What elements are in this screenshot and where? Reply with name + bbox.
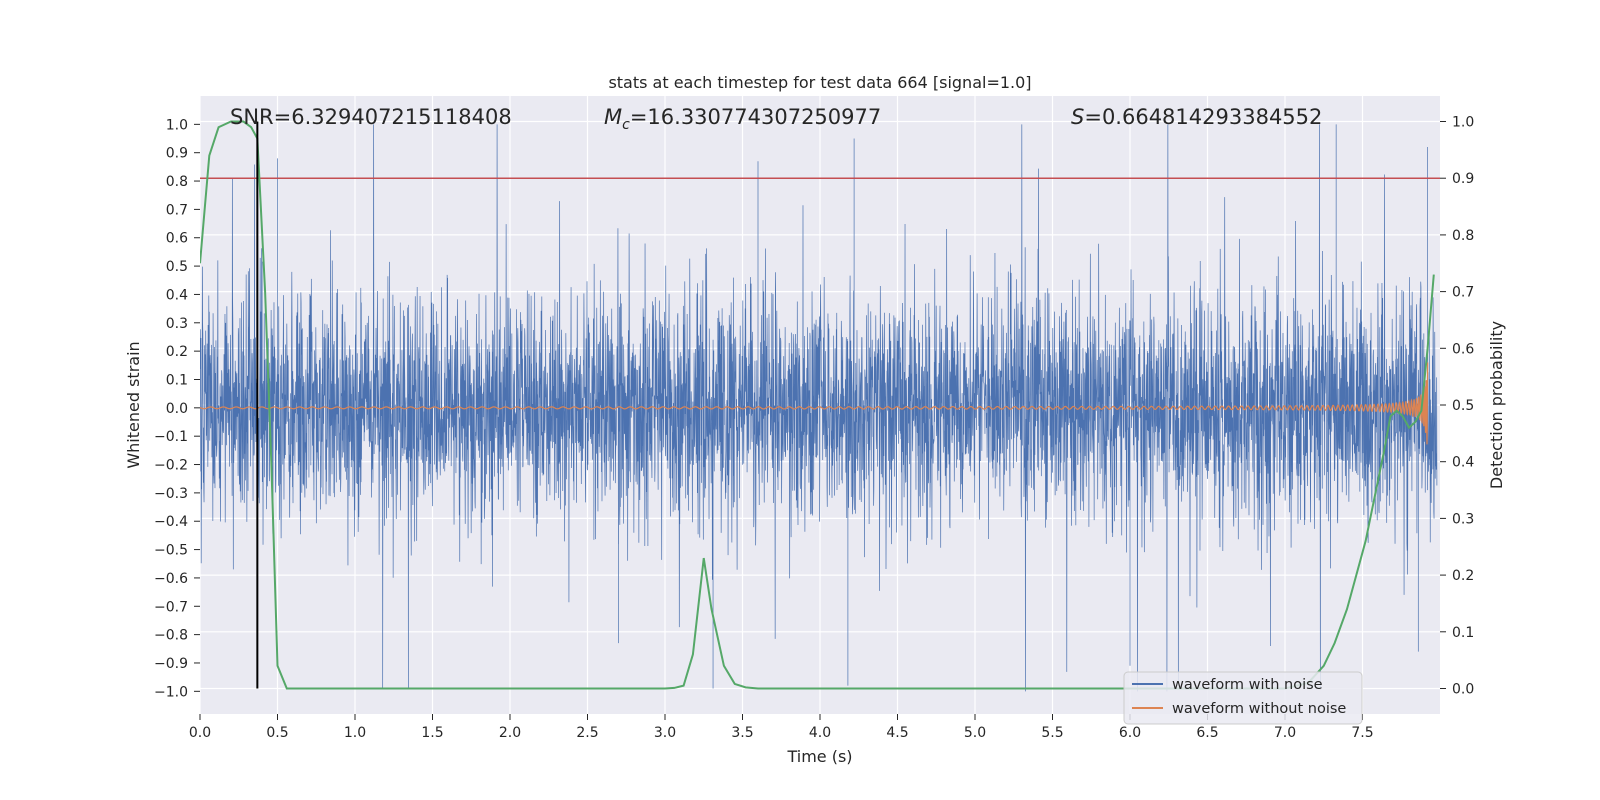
y2-tick-label: 0.4: [1452, 455, 1474, 471]
y2-axis-label: Detection probability: [1487, 321, 1506, 489]
annotation-snr: SNR=6.329407215118408: [230, 105, 512, 129]
x-axis-ticks: 0.0 0.5 1.0 1.5 2.0 2.5 3.0 3.5 4.0 4.5 5.0 5.5 6.0 6…: [189, 714, 1374, 741]
y-tick-label: 0.7: [166, 202, 188, 218]
y2-tick-label: 0.6: [1452, 341, 1474, 357]
legend-label-noise: waveform with noise: [1172, 677, 1323, 693]
y-tick-label: 0.9: [166, 146, 188, 162]
x-tick-label: 4.5: [886, 725, 908, 741]
chirp-mass-value: =16.330774307250977: [630, 105, 881, 129]
y2-tick-label: 0.9: [1452, 171, 1474, 187]
y2-tick-label: 1.0: [1452, 115, 1474, 131]
x-tick-label: 7.5: [1351, 725, 1373, 741]
y-tick-label: −1.0: [154, 684, 188, 700]
y-tick-label: 0.1: [166, 372, 188, 388]
x-tick-label: 1.5: [421, 725, 443, 741]
x-tick-label: 4.0: [809, 725, 831, 741]
x-tick-label: 3.0: [654, 725, 676, 741]
x-tick-label: 2.0: [499, 725, 521, 741]
y-tick-label: 0.4: [166, 287, 188, 303]
series-waveform-with-noise: [200, 124, 1438, 692]
y-tick-label: −0.4: [154, 514, 188, 530]
y2-tick-label: 0.7: [1452, 285, 1474, 301]
y2-tick-label: 0.3: [1452, 511, 1474, 527]
y-tick-label: 1.0: [166, 117, 188, 133]
x-tick-label: 2.5: [576, 725, 598, 741]
x-tick-label: 6.5: [1196, 725, 1218, 741]
y-tick-label: 0.3: [166, 316, 188, 332]
y-tick-label: 0.6: [166, 231, 188, 247]
y2-tick-label: 0.8: [1452, 228, 1474, 244]
series-waveform-without-noise: [200, 362, 1429, 445]
y-axis-ticks: −1.0 −0.9 −0.8 −0.7 −0.6 −0.5 −0.4 −0.3 −0.2 −0.1…: [154, 117, 200, 700]
x-tick-label: 7.0: [1274, 725, 1296, 741]
y2-tick-label: 0.2: [1452, 568, 1474, 584]
y-tick-label: 0.8: [166, 174, 188, 190]
chirp-mass-subscript: c: [622, 117, 630, 133]
x-tick-label: 3.5: [731, 725, 753, 741]
y-axis-label: Whitened strain: [124, 341, 143, 468]
y2-axis-ticks: 0.0 0.1 0.2 0.3 0.4 0.5 0.6 0.7 0.8 0.9 1.0: [1440, 115, 1474, 697]
x-axis-label: Time (s): [786, 747, 852, 766]
annotation-s: S=0.664814293384552: [1071, 105, 1322, 129]
y-tick-label: −0.6: [154, 571, 188, 587]
x-tick-label: 5.5: [1041, 725, 1063, 741]
y-tick-label: −0.2: [154, 458, 188, 474]
y-tick-label: −0.3: [154, 486, 188, 502]
y-tick-label: −0.7: [154, 599, 188, 615]
series-detection-probability: [200, 120, 1435, 690]
x-tick-label: 5.0: [964, 725, 986, 741]
x-tick-label: 1.0: [344, 725, 366, 741]
y-tick-label: 0.5: [166, 259, 188, 275]
s-value: =0.664814293384552: [1084, 105, 1322, 129]
chirp-mass-symbol: M: [604, 105, 622, 129]
legend-box: [1123, 671, 1363, 725]
y-tick-label: 0.2: [166, 344, 188, 360]
y2-tick-label: 0.1: [1452, 625, 1474, 641]
y-tick-label: −0.9: [154, 656, 188, 672]
chart-title: stats at each timestep for test data 664…: [608, 73, 1031, 92]
x-tick-label: 6.0: [1119, 725, 1141, 741]
y-tick-label: −0.5: [154, 543, 188, 559]
y2-tick-label: 0.5: [1452, 398, 1474, 414]
annotation-chirp-mass: Mc=16.330774307250977: [604, 105, 881, 133]
y-tick-label: −0.8: [154, 628, 188, 644]
x-tick-label: 0.0: [189, 725, 211, 741]
y2-tick-label: 0.0: [1452, 681, 1474, 697]
s-symbol: S: [1071, 105, 1084, 129]
legend: waveform with noise waveform without noi…: [1123, 671, 1363, 725]
x-tick-label: 0.5: [266, 725, 288, 741]
legend-label-clean: waveform without noise: [1172, 701, 1346, 717]
y-tick-label: 0.0: [166, 401, 188, 417]
y-tick-label: −0.1: [154, 429, 188, 445]
